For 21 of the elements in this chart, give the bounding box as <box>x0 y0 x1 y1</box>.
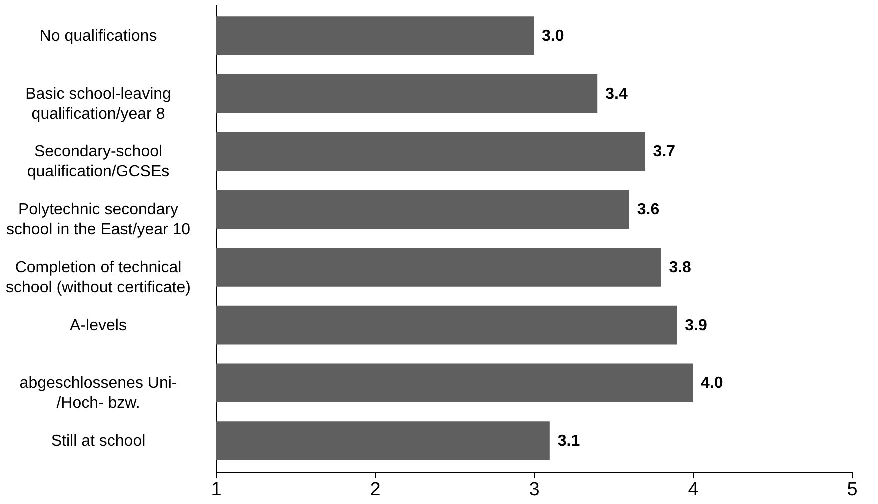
data-label: 3.8 <box>669 259 692 276</box>
x-tick-label: 3 <box>529 480 540 500</box>
data-label: 3.4 <box>606 86 628 103</box>
data-label: 4.0 <box>701 375 724 392</box>
data-label: 3.7 <box>653 144 676 161</box>
data-label: 3.9 <box>685 317 708 334</box>
data-label: 3.0 <box>542 28 564 45</box>
y-tick-label: Still at school <box>51 433 146 450</box>
y-tick-label: Polytechnic secondary school in the East/year 10 <box>6 202 191 239</box>
y-tick-label: A-levels <box>70 317 127 334</box>
y-tick-label: Completion of technical school (without certificate) <box>6 259 191 296</box>
y-tick-label: No qualifications <box>40 28 158 45</box>
x-tick-label: 4 <box>688 480 700 500</box>
y-tick-label: Secondary-school qualification/GCSEs <box>27 144 170 181</box>
y-tick-label: Basic school-leaving qualification/year 8 <box>26 86 172 123</box>
data-label: 3.6 <box>637 202 660 219</box>
y-tick-label: abgeschlossenes Uni- /Hoch- bzw. <box>20 375 178 412</box>
data-label: 3.1 <box>558 433 580 450</box>
x-tick-label: 2 <box>370 480 381 500</box>
x-tick-label: 5 <box>847 480 858 500</box>
x-tick-label: 1 <box>211 480 222 500</box>
